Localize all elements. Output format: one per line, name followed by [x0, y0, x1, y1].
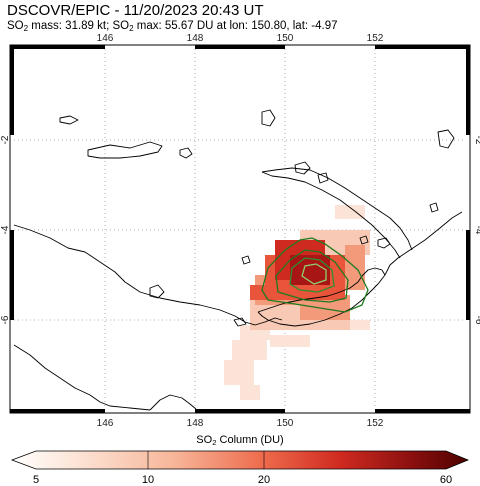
coastlines: [13, 109, 463, 411]
so2-max-label: max: 55.67 DU at lon: 150.80, lat: -4.97: [133, 20, 338, 32]
colorbar-tick-5: 5: [32, 474, 40, 486]
lat-tick-neg6-right: -6: [473, 316, 480, 325]
so2-contours: [261, 237, 369, 313]
lon-tick-150-top: 150: [277, 33, 294, 44]
map-subtitle: SO2 mass: 31.89 kt; SO2 max: 55.67 DU at…: [7, 20, 338, 33]
map-title: DSCOVR/EPIC - 11/20/2023 20:43 UT: [7, 2, 264, 19]
lat-tick-neg2-left: -2: [0, 135, 11, 144]
lon-tick-148-top: 148: [187, 33, 204, 44]
graticule: [14, 49, 466, 409]
lon-ticks-bottom: 146 148 150 152: [97, 418, 384, 429]
lon-tick-146-top: 146: [97, 33, 114, 44]
colorbar-tick-20: 20: [257, 474, 271, 486]
lon-tick-152-top: 152: [367, 33, 384, 44]
colorbar-title: SO2 Column (DU): [196, 434, 284, 447]
lon-tick-146-bottom: 146: [97, 418, 114, 429]
lat-tick-neg4-right: -4: [473, 226, 480, 235]
lon-tick-148-bottom: 148: [187, 418, 204, 429]
colorbar-tick-60: 60: [439, 474, 453, 486]
lon-ticks-top: 146 148 150 152: [97, 33, 384, 44]
lat-tick-neg6-left: -6: [0, 315, 11, 324]
colorbar-tick-10: 10: [141, 474, 155, 486]
lon-tick-152-bottom: 152: [367, 418, 384, 429]
lat-tick-neg4-left: -4: [0, 225, 11, 234]
lat-ticks-right: -2 -4 -6: [473, 136, 480, 325]
lat-tick-neg2-right: -2: [473, 136, 480, 145]
colorbar: [10, 450, 470, 470]
lat-ticks-left: -2 -4 -6: [0, 135, 11, 324]
lon-tick-150-bottom: 150: [277, 418, 294, 429]
so2-mass-label: SO: [7, 20, 24, 32]
